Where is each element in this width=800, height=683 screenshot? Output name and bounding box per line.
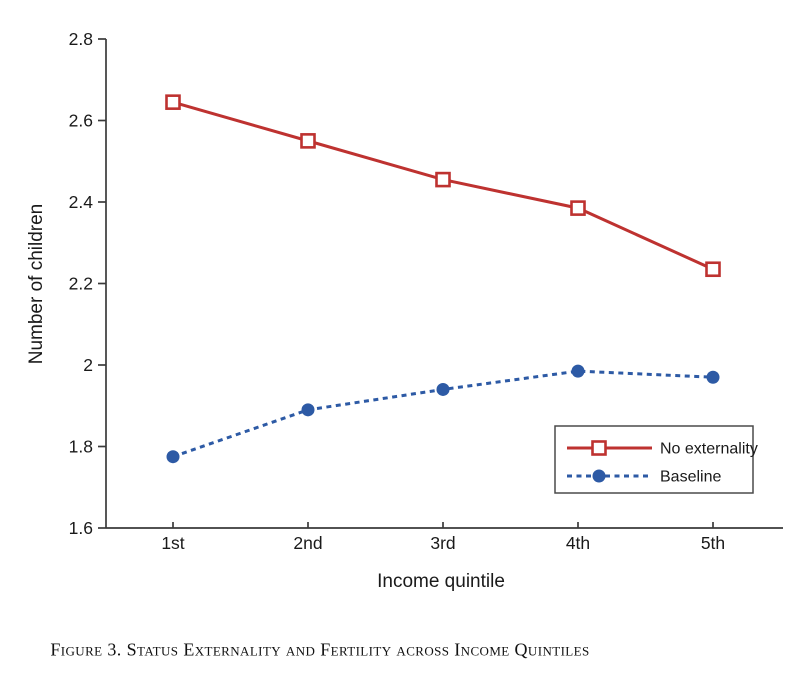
y-tick-label: 2.2 — [69, 274, 93, 294]
fertility-chart-canvas: 2.8 2.6 2.4 2.2 2 1.8 1.6 1st 2nd 3rd 4th 5th No ext… — [69, 29, 783, 553]
data-point-no-externality — [165, 94, 181, 110]
x-tick-label: 4th — [566, 533, 590, 553]
legend-box — [554, 425, 754, 494]
legend-label-baseline: Baseline — [660, 469, 721, 486]
data-point-no-externality — [570, 200, 586, 216]
y-tick-label: 2 — [83, 355, 93, 375]
data-point-baseline — [166, 450, 180, 464]
data-point-baseline — [706, 370, 720, 384]
figure-caption: Figure 3. Status Externality and Fertili… — [50, 639, 590, 660]
y-axis-label: Number of children — [26, 203, 47, 365]
x-tick-label: 3rd — [430, 533, 455, 553]
x-axis-label: Income quintile — [377, 571, 505, 592]
data-point-baseline — [301, 403, 315, 417]
y-tick-label: 2.8 — [69, 29, 93, 49]
legend-marker-baseline — [592, 469, 606, 483]
data-point-baseline — [436, 382, 450, 396]
y-tick-label: 2.4 — [69, 192, 94, 212]
y-tick-label: 2.6 — [69, 111, 93, 131]
y-tick-label: 1.8 — [69, 437, 93, 457]
data-point-no-externality — [705, 261, 721, 278]
y-tick-label: 1.6 — [69, 518, 93, 538]
legend-label-no-externality: No externality — [660, 441, 758, 458]
x-tick-label: 1st — [161, 533, 184, 553]
data-point-no-externality — [435, 171, 451, 188]
x-tick-label: 5th — [701, 533, 725, 553]
legend-marker-no-externality — [591, 440, 607, 456]
data-point-baseline — [571, 364, 585, 378]
data-point-no-externality — [300, 133, 316, 149]
x-tick-label: 2nd — [293, 533, 322, 553]
